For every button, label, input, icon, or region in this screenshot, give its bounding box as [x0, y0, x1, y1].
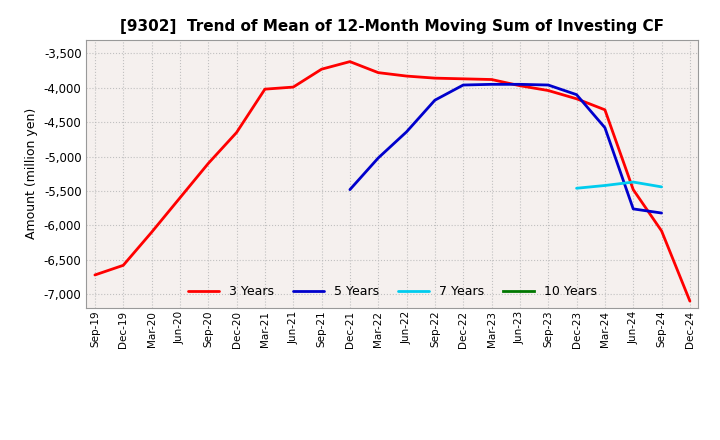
Title: [9302]  Trend of Mean of 12-Month Moving Sum of Investing CF: [9302] Trend of Mean of 12-Month Moving …: [120, 19, 665, 34]
3 Years: [572, 96, 581, 102]
Line: 7 Years: 7 Years: [577, 182, 662, 188]
5 Years: [657, 210, 666, 216]
3 Years: [459, 76, 467, 81]
3 Years: [148, 230, 156, 235]
3 Years: [204, 161, 212, 166]
3 Years: [318, 66, 326, 72]
5 Years: [431, 98, 439, 103]
3 Years: [176, 195, 184, 201]
5 Years: [374, 155, 382, 161]
3 Years: [487, 77, 496, 82]
3 Years: [261, 87, 269, 92]
5 Years: [346, 187, 354, 192]
7 Years: [600, 183, 609, 188]
5 Years: [600, 125, 609, 130]
7 Years: [572, 186, 581, 191]
7 Years: [629, 180, 637, 185]
Line: 3 Years: 3 Years: [95, 62, 690, 301]
Y-axis label: Amount (million yen): Amount (million yen): [25, 108, 38, 239]
3 Years: [402, 73, 411, 79]
3 Years: [516, 83, 524, 88]
Line: 5 Years: 5 Years: [350, 84, 662, 213]
3 Years: [346, 59, 354, 64]
3 Years: [374, 70, 382, 75]
3 Years: [431, 76, 439, 81]
5 Years: [487, 82, 496, 87]
3 Years: [629, 187, 637, 192]
7 Years: [657, 184, 666, 190]
3 Years: [685, 298, 694, 304]
Legend: 3 Years, 5 Years, 7 Years, 10 Years: 3 Years, 5 Years, 7 Years, 10 Years: [181, 279, 603, 304]
3 Years: [91, 272, 99, 278]
5 Years: [516, 82, 524, 87]
5 Years: [459, 82, 467, 88]
5 Years: [629, 206, 637, 212]
3 Years: [657, 228, 666, 234]
3 Years: [289, 84, 297, 90]
5 Years: [544, 82, 552, 88]
3 Years: [544, 88, 552, 93]
5 Years: [402, 129, 411, 135]
3 Years: [119, 263, 127, 268]
3 Years: [233, 130, 241, 135]
3 Years: [600, 107, 609, 113]
5 Years: [572, 92, 581, 97]
